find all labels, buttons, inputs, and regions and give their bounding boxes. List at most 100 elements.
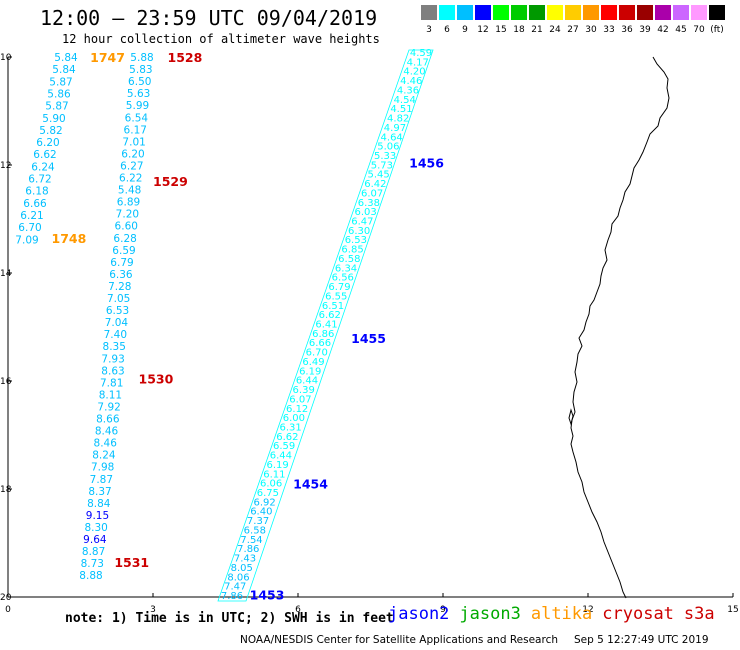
diagonal-track-value: 6.44 bbox=[296, 376, 318, 387]
scale-label: 45 bbox=[675, 25, 687, 35]
diagonal-track-value: 6.30 bbox=[348, 226, 370, 237]
middle-track-value: 8.11 bbox=[99, 389, 122, 401]
scale-label: 21 bbox=[531, 25, 543, 35]
middle-track-value: 6.54 bbox=[125, 112, 149, 124]
middle-track-value: 7.28 bbox=[108, 281, 131, 293]
middle-track-value: 8.73 bbox=[81, 558, 104, 570]
footnote: note: 1) Time is in UTC; 2) SWH is in fe… bbox=[65, 611, 394, 626]
diagonal-track-value: 5.33 bbox=[374, 151, 396, 162]
diagonal-track-value: 4.82 bbox=[387, 114, 409, 125]
pass-label-1748: 1748 bbox=[52, 231, 87, 246]
middle-track-values: 5.885.836.505.635.996.546.177.016.206.27… bbox=[79, 52, 153, 582]
legend-cryosat: cryosat bbox=[602, 604, 674, 624]
left-track-value: 6.70 bbox=[18, 222, 41, 234]
diagonal-track-values: 4.594.174.204.464.364.544.514.824.974.64… bbox=[217, 48, 434, 602]
left-track-value: 5.87 bbox=[45, 101, 68, 113]
left-track-value: 6.21 bbox=[20, 210, 43, 222]
legend-jason2: jason2 bbox=[388, 604, 450, 624]
diagonal-track-value: 6.86 bbox=[312, 329, 334, 340]
left-track-value: 5.84 bbox=[52, 64, 76, 76]
middle-track-value: 6.60 bbox=[115, 221, 138, 233]
scale-color-2 bbox=[457, 5, 473, 20]
left-track-value: 5.87 bbox=[49, 76, 72, 88]
scale-label: 15 bbox=[495, 25, 507, 35]
scale-color-12 bbox=[637, 5, 653, 20]
middle-track-value: 7.40 bbox=[104, 329, 127, 341]
diagonal-track-value: 6.58 bbox=[338, 254, 360, 265]
middle-track-value: 6.53 bbox=[106, 305, 129, 317]
middle-track-value: 7.05 bbox=[107, 293, 130, 305]
middle-track-value: 8.37 bbox=[88, 486, 111, 498]
x-tick-label: 3 bbox=[150, 605, 156, 615]
pass-label-1747: 1747 bbox=[90, 50, 125, 65]
middle-track-value: 5.99 bbox=[126, 100, 149, 112]
middle-track-value: 8.63 bbox=[101, 365, 124, 377]
y-tick-label: 18 bbox=[0, 485, 12, 495]
scale-label: 9 bbox=[462, 25, 468, 35]
diagonal-track-value: 6.47 bbox=[351, 217, 373, 228]
middle-track-value: 5.63 bbox=[127, 88, 150, 100]
timestamp: Sep 5 12:27:49 UTC 2019 bbox=[574, 634, 709, 646]
diagonal-track-value: 6.75 bbox=[257, 488, 279, 499]
diagonal-track-value: 6.85 bbox=[341, 245, 363, 256]
scale-color-7 bbox=[547, 5, 563, 20]
diagonal-band-outline bbox=[217, 49, 434, 602]
coastline bbox=[570, 56, 670, 599]
diagonal-track-value: 7.37 bbox=[247, 516, 269, 527]
diagonal-track-value: 6.40 bbox=[250, 507, 272, 518]
pass-label-1531: 1531 bbox=[114, 555, 149, 570]
scale-label: 33 bbox=[603, 25, 615, 35]
scale-label: 36 bbox=[621, 25, 633, 35]
middle-track-value: 8.46 bbox=[95, 426, 119, 438]
diagonal-track-value: 4.17 bbox=[407, 57, 429, 68]
diagonal-track-value: 6.34 bbox=[335, 263, 357, 274]
diagonal-track-value: 6.11 bbox=[263, 469, 285, 480]
diagonal-track-value: 6.62 bbox=[276, 432, 298, 443]
diagonal-track-value: 7.47 bbox=[224, 582, 246, 593]
diagonal-track-value: 4.20 bbox=[403, 67, 425, 78]
legend-jason3: jason3 bbox=[459, 604, 521, 624]
diagonal-track-value: 6.38 bbox=[358, 198, 380, 209]
middle-track-value: 6.59 bbox=[112, 245, 135, 257]
x-tick-label: 6 bbox=[295, 605, 301, 615]
scale-color-10 bbox=[601, 5, 617, 20]
left-track-value: 7.09 bbox=[15, 234, 38, 246]
middle-track-value: 8.35 bbox=[103, 341, 126, 353]
pass-labels: 1747 1528 1529 1748 1530 1531 1456 1455 1454 1453 bbox=[52, 50, 445, 602]
middle-track-value: 8.84 bbox=[87, 498, 111, 510]
diagonal-track-value: 7.54 bbox=[240, 535, 262, 546]
scale-label: 42 bbox=[657, 25, 669, 35]
middle-track-value: 7.93 bbox=[101, 353, 124, 365]
credit-footer: NOAA/NESDIS Center for Satellite Applica… bbox=[240, 634, 709, 646]
diagonal-track-value: 6.12 bbox=[286, 404, 308, 415]
diagonal-track-value: 6.19 bbox=[266, 460, 288, 471]
diagonal-track-value: 7.86 bbox=[237, 544, 259, 555]
diagonal-track-value: 8.05 bbox=[231, 563, 253, 574]
scale-label: 24 bbox=[549, 25, 561, 35]
middle-track-value: 6.79 bbox=[110, 257, 133, 269]
scale-label: 12 bbox=[477, 25, 489, 35]
satellite-legend: jason2 jason3 altika cryosat s3a bbox=[388, 604, 725, 624]
scale-color-8 bbox=[565, 5, 581, 20]
diagonal-track-value: 6.06 bbox=[260, 479, 282, 490]
middle-track-value: 8.24 bbox=[92, 450, 116, 462]
diagonal-track-value: 6.42 bbox=[364, 179, 386, 190]
diagonal-track-value: 6.55 bbox=[325, 291, 347, 302]
diagonal-track-value: 4.54 bbox=[394, 95, 416, 106]
x-tick-label: 0 bbox=[5, 605, 11, 615]
scale-color-3 bbox=[475, 5, 491, 20]
diagonal-track-value: 4.46 bbox=[400, 76, 422, 87]
scale-label: 70 bbox=[693, 25, 705, 35]
pass-label-1528: 1528 bbox=[168, 50, 203, 65]
scale-color-16 bbox=[709, 5, 725, 20]
diagonal-track-value: 6.19 bbox=[299, 366, 321, 377]
diagonal-track-value: 6.62 bbox=[319, 310, 341, 321]
diagonal-track-value: 4.51 bbox=[390, 104, 412, 115]
scale-label: (ft) bbox=[710, 25, 724, 35]
middle-track-value: 7.98 bbox=[91, 462, 114, 474]
diagonal-track-value: 4.36 bbox=[397, 85, 419, 96]
scale-label: 6 bbox=[444, 25, 450, 35]
left-track-value: 6.24 bbox=[31, 161, 55, 173]
middle-track-value: 5.88 bbox=[130, 52, 153, 64]
y-tick-label: 10 bbox=[0, 53, 12, 63]
